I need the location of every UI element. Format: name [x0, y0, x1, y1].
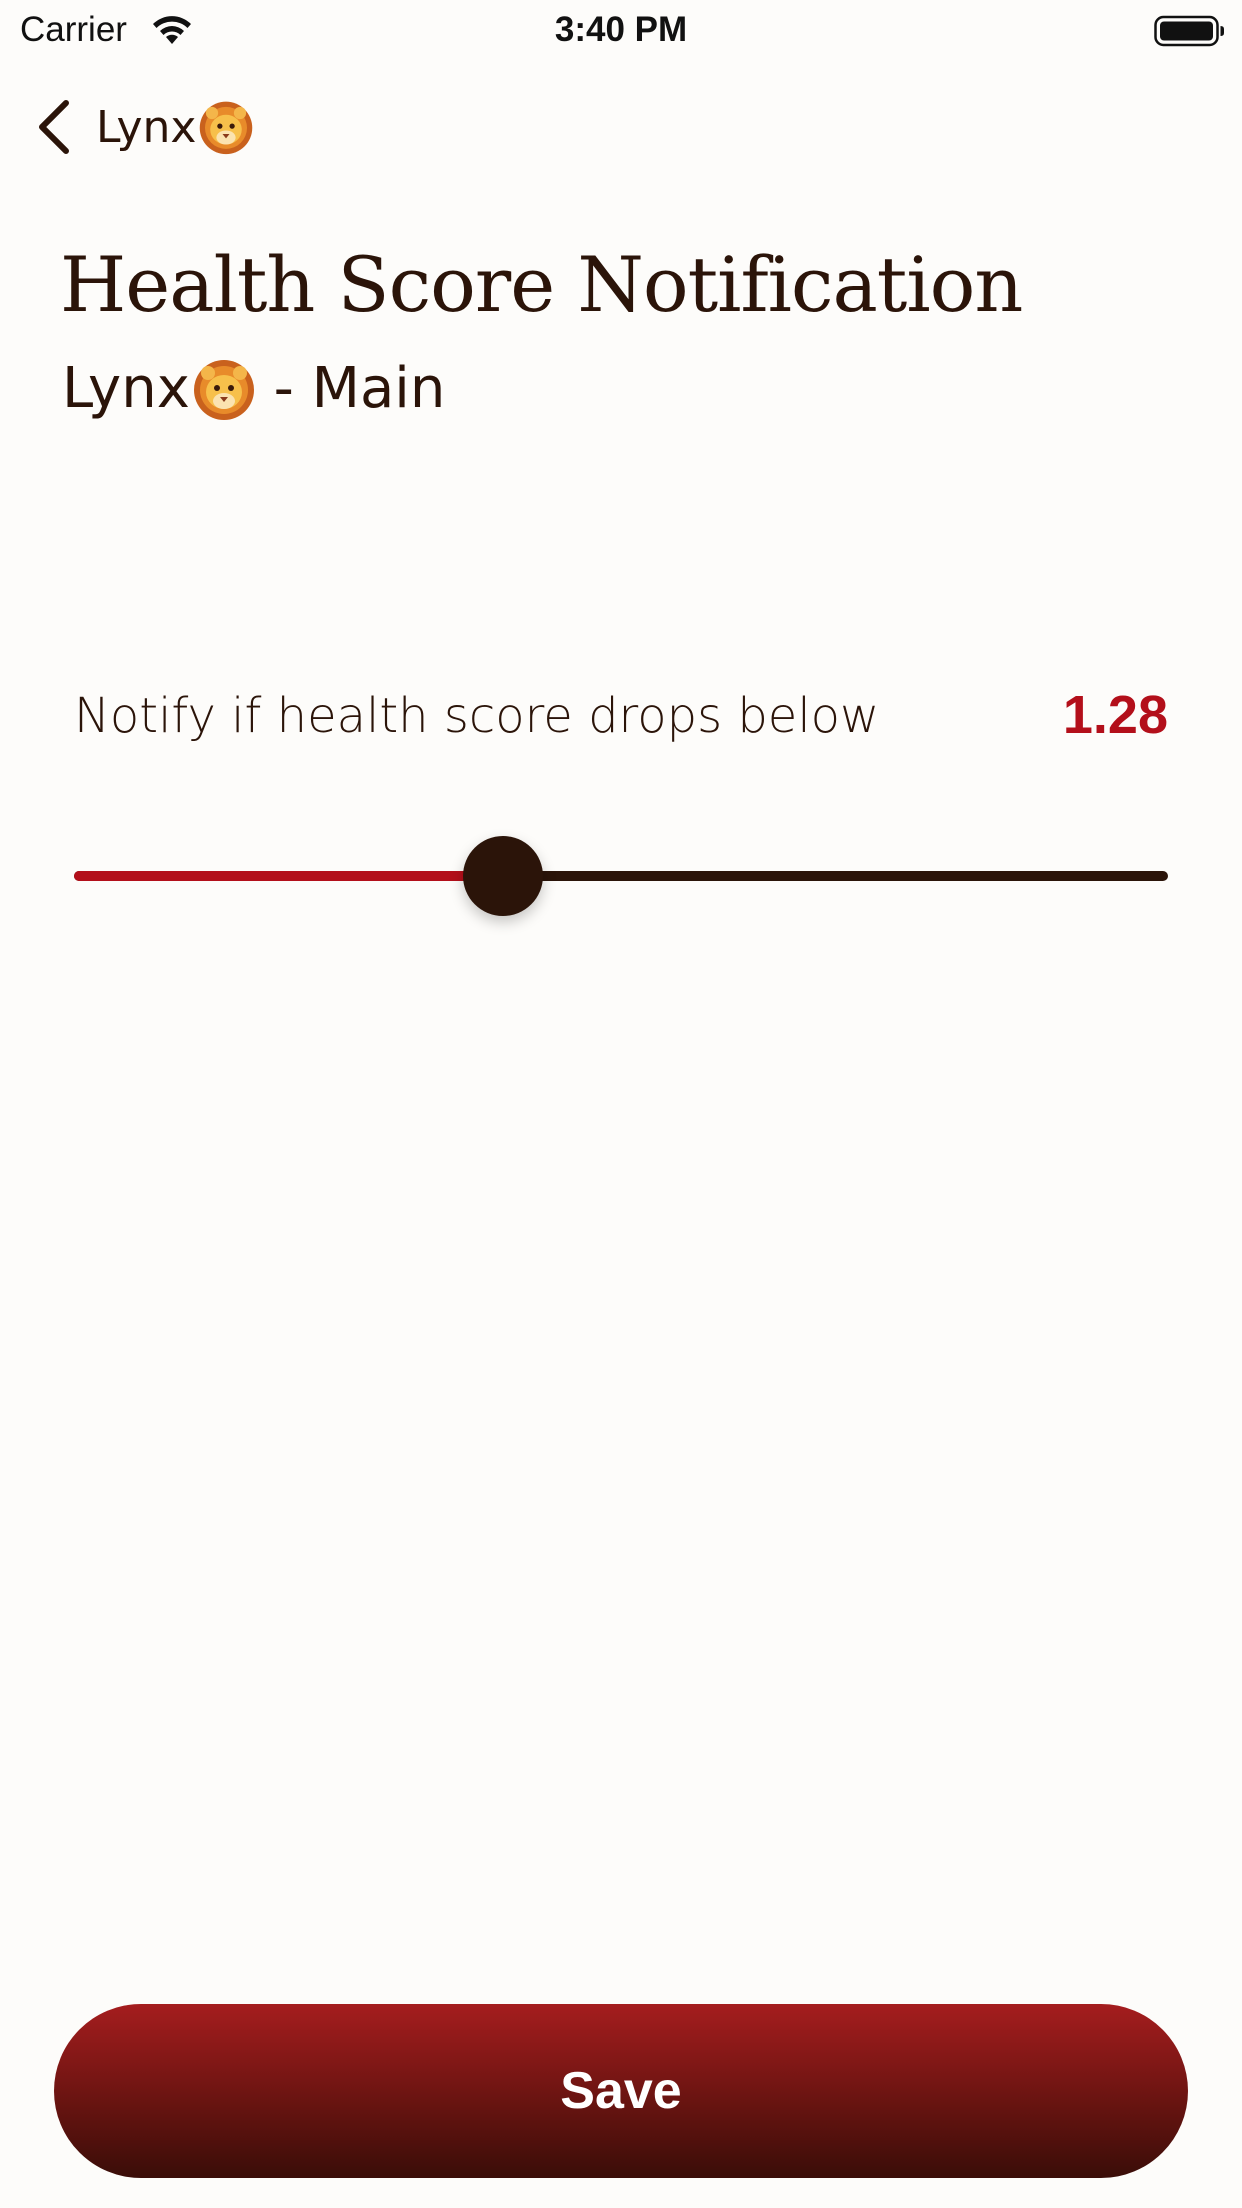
back-label: Lynx: [96, 101, 197, 153]
slider-fill: [74, 871, 503, 881]
threshold-label: Notify if health score drops below: [74, 688, 880, 744]
battery-icon: [1154, 15, 1224, 47]
carrier-label: Carrier: [20, 10, 127, 49]
back-button[interactable]: Lynx: [34, 92, 254, 162]
slider-track[interactable]: [74, 871, 1168, 881]
page-title: Health Score Notification: [60, 240, 1023, 329]
lion-face-icon: [200, 101, 253, 155]
subtitle-account-name: Lynx: [62, 356, 190, 421]
threshold-value: 1.28: [1062, 685, 1168, 745]
wifi-icon: [153, 16, 191, 44]
threshold-slider[interactable]: [74, 836, 1168, 916]
save-button[interactable]: Save: [54, 2004, 1188, 2178]
lion-face-icon: [193, 359, 254, 420]
status-bar: Carrier 3:40 PM: [0, 0, 1242, 66]
save-label: Save: [560, 2062, 682, 2120]
page-subtitle: Lynx - Main: [62, 356, 445, 421]
subtitle-suffix: - Main: [255, 356, 446, 421]
status-time: 3:40 PM: [554, 10, 688, 49]
slider-thumb[interactable]: [463, 836, 543, 916]
chevron-left-icon: [39, 100, 69, 154]
